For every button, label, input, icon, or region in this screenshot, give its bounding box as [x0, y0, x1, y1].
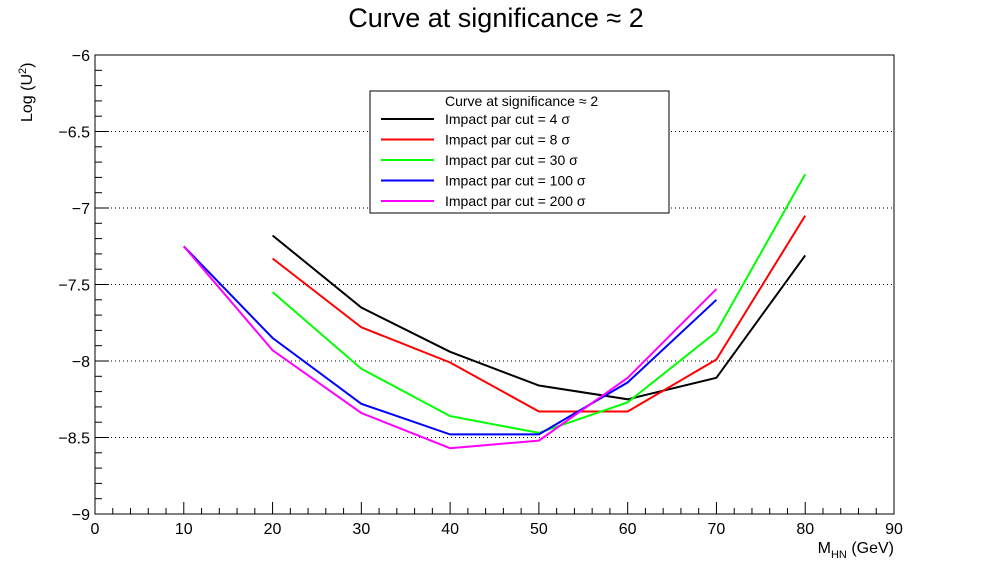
x-axis: 0 10 20 30 40 50 60 70 80 90 — [91, 502, 903, 538]
legend-entries: Impact par cut = 4 σ Impact par cut = 8 σ… — [381, 111, 586, 209]
x-tick-label: 50 — [530, 521, 548, 538]
x-tick-label: 70 — [708, 521, 726, 538]
y-tick-label: −6.5 — [58, 125, 90, 142]
x-axis-title-main: M — [818, 540, 831, 557]
legend-label: Impact par cut = 30 σ — [445, 152, 578, 168]
x-tick-label: 20 — [264, 521, 282, 538]
x-tick-label: 10 — [175, 521, 193, 538]
y-axis-title-end: ) — [19, 63, 36, 68]
x-axis-title-sub: HN — [831, 549, 847, 561]
legend: Curve at significance ≈ 2 Impact par cut… — [369, 90, 670, 214]
x-tick-label: 80 — [796, 521, 814, 538]
y-axis: −9 −8.5 −8 −7.5 −7 −6.5 −6 — [58, 48, 109, 524]
y-tick-label: −8 — [72, 354, 90, 371]
y-axis-title: Log (U2) — [17, 63, 36, 122]
legend-header: Curve at significance ≈ 2 — [445, 93, 598, 109]
y-axis-title-sup: 2 — [17, 68, 29, 74]
x-axis-title: MHN (GeV) — [818, 540, 894, 561]
legend-label: Impact par cut = 8 σ — [445, 132, 570, 148]
series-line-5 — [183, 245, 718, 450]
x-tick-label: 60 — [619, 521, 637, 538]
series-line-1 — [271, 234, 807, 401]
x-tick-label: 90 — [885, 521, 903, 538]
series-line-4 — [183, 245, 718, 436]
legend-label: Impact par cut = 100 σ — [445, 173, 586, 189]
chart-title: Curve at significance ≈ 2 — [348, 3, 643, 33]
series-line-2 — [271, 215, 807, 413]
series-line-3 — [271, 173, 807, 434]
y-tick-label: −7.5 — [58, 278, 90, 295]
y-axis-title-main: Log (U — [19, 74, 36, 122]
y-tick-label: −6 — [72, 48, 90, 65]
x-tick-label: 30 — [352, 521, 370, 538]
y-tick-label: −7 — [72, 201, 90, 218]
legend-label: Impact par cut = 4 σ — [445, 111, 570, 127]
y-tick-label: −8.5 — [58, 431, 90, 448]
legend-label: Impact par cut = 200 σ — [445, 193, 586, 209]
x-tick-label: 0 — [91, 521, 100, 538]
series-layer — [183, 173, 807, 450]
x-tick-label: 40 — [441, 521, 459, 538]
x-axis-title-unit: (GeV) — [847, 540, 894, 557]
y-tick-label: −9 — [72, 507, 90, 524]
legend-box — [369, 90, 670, 214]
